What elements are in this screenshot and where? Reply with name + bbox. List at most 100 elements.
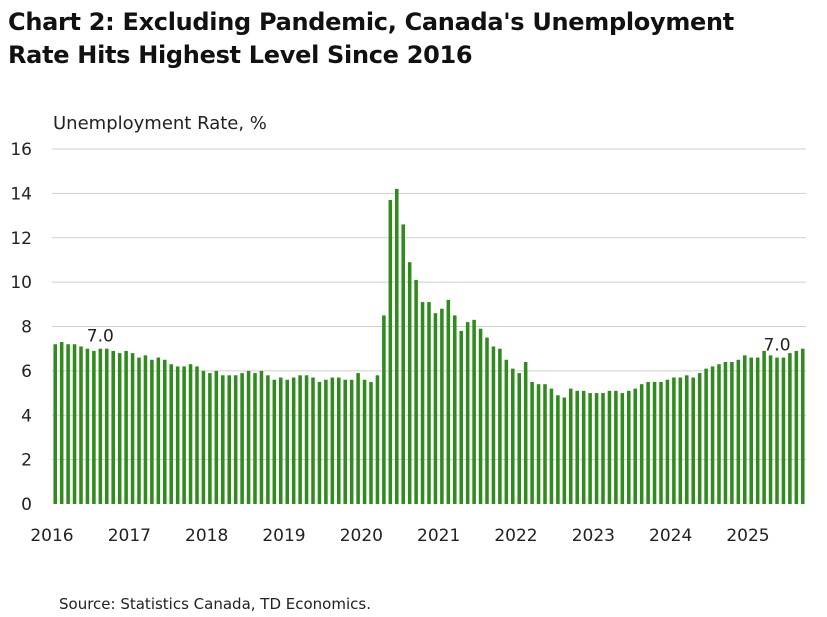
bar [401, 224, 405, 504]
bar [163, 359, 167, 504]
bar [259, 370, 264, 504]
x-tick-label: 2017 [108, 526, 151, 546]
bar [614, 390, 618, 504]
data-label: 7.0 [763, 336, 790, 356]
bars [53, 188, 805, 504]
bar [208, 373, 212, 504]
bar [92, 350, 96, 504]
bar [253, 373, 257, 504]
bar [543, 384, 547, 504]
bar [659, 381, 663, 504]
bar [298, 375, 302, 504]
bar [227, 375, 231, 504]
bar [472, 319, 476, 504]
bar [221, 375, 225, 504]
bar [685, 375, 689, 504]
bar [788, 353, 792, 504]
bar [117, 353, 122, 504]
bar [72, 344, 77, 504]
bar [407, 262, 412, 504]
y-tick-label: 16 [10, 140, 32, 160]
bar [485, 337, 489, 504]
bar [266, 375, 270, 504]
bar [311, 377, 315, 504]
y-tick-label: 0 [21, 495, 32, 515]
bar [465, 322, 470, 504]
x-tick-label: 2022 [494, 526, 537, 546]
data-labels: 7.0 7.0 [87, 327, 791, 356]
bar [723, 362, 728, 504]
bar [59, 342, 64, 504]
bar [427, 302, 431, 504]
bar [317, 381, 322, 504]
x-tick-label: 2019 [262, 526, 305, 546]
bar [498, 348, 502, 504]
bar [717, 364, 721, 504]
bar [736, 359, 741, 504]
bar [691, 377, 695, 504]
bar [66, 344, 70, 504]
bar [324, 379, 328, 504]
bar [665, 379, 670, 504]
bar [79, 346, 83, 504]
bar [607, 390, 612, 504]
bar [775, 357, 779, 504]
bar [794, 350, 799, 504]
y-tick-label: 4 [21, 406, 32, 426]
bar [169, 364, 173, 504]
bar [111, 350, 115, 504]
bar [491, 346, 496, 504]
bar [504, 359, 509, 504]
x-tick-label: 2021 [417, 526, 460, 546]
bar [530, 381, 534, 504]
bar [369, 381, 373, 504]
bar [233, 375, 238, 504]
y-axis-label: Unemployment Rate, % [53, 113, 267, 134]
bar [98, 348, 103, 504]
bar [337, 377, 341, 504]
bar [375, 375, 380, 504]
bar [678, 377, 683, 504]
bar [517, 373, 521, 504]
bar [556, 395, 560, 504]
x-tick-label: 2025 [726, 526, 769, 546]
bar [53, 344, 57, 504]
bar [446, 299, 451, 504]
bar [627, 390, 631, 504]
bar [762, 350, 766, 504]
bar [85, 348, 90, 504]
y-tick-label: 12 [10, 229, 32, 249]
bar [588, 393, 592, 504]
bar [124, 350, 128, 504]
bar [511, 368, 515, 504]
bar [781, 357, 786, 504]
bar [633, 388, 637, 504]
y-tick-label: 14 [10, 184, 32, 204]
bar [581, 390, 586, 504]
bar [801, 348, 805, 504]
bar [672, 377, 676, 504]
bar [175, 366, 180, 504]
bar [356, 373, 360, 504]
x-tick-label: 2020 [340, 526, 383, 546]
chart-title-line-1: Chart 2: Excluding Pandemic, Canada's Un… [8, 8, 734, 36]
bar [349, 379, 354, 504]
bar [279, 377, 283, 504]
bar [382, 315, 386, 504]
bar [730, 362, 734, 504]
bar [240, 373, 244, 504]
bar [195, 366, 199, 504]
bar [459, 330, 463, 504]
x-tick-label: 2016 [30, 526, 73, 546]
bar [304, 375, 309, 504]
bar [768, 355, 773, 504]
x-tick-label: 2024 [649, 526, 692, 546]
bar [285, 379, 289, 504]
bar [652, 381, 657, 504]
bar [523, 362, 528, 504]
bar [743, 355, 747, 504]
bar [156, 357, 161, 504]
bar [433, 313, 438, 504]
bar [388, 200, 393, 504]
bar [704, 368, 708, 504]
